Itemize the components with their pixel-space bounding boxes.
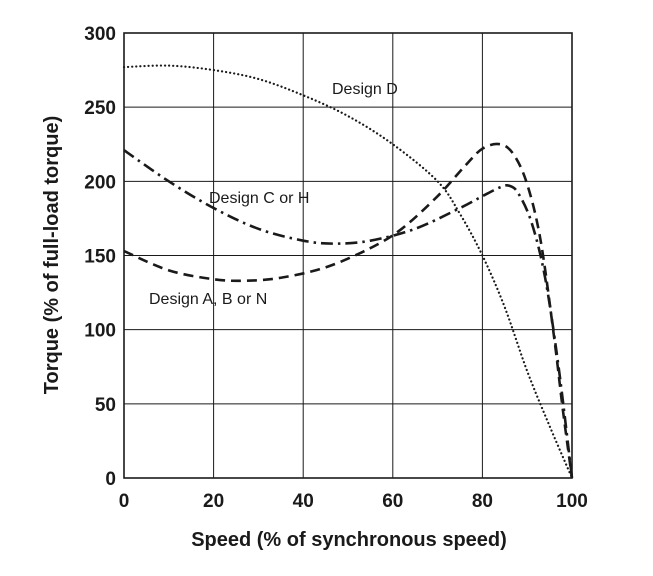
- y-tick-label: 250: [84, 98, 116, 119]
- y-tick-label: 100: [84, 321, 116, 342]
- x-tick-label: 20: [203, 491, 224, 512]
- plot-frame: [123, 32, 573, 479]
- x-tick-label: 80: [472, 491, 493, 512]
- series-label-design-d: Design D: [332, 81, 398, 98]
- series-line-design-d: [122, 64, 574, 480]
- y-tick-label: 200: [84, 172, 116, 193]
- y-tick-label: 150: [84, 247, 116, 268]
- series-line-design-a-b-or-n: [123, 142, 574, 479]
- series-label-design-a-b-or-n: Design A, B or N: [149, 291, 267, 308]
- x-tick-label: 60: [382, 491, 403, 512]
- x-tick-label: 40: [293, 491, 314, 512]
- x-tick-labels: 0 20 40 60 80 100: [119, 491, 588, 512]
- series-layer: [122, 64, 574, 480]
- y-tick-labels: 0 50 100 150 200 250 300: [84, 24, 116, 490]
- series-line-design-c-or-h: [123, 149, 574, 479]
- y-tick-label: 300: [84, 24, 116, 45]
- y-axis-title: Torque (% of full-load torque): [41, 116, 63, 394]
- x-tick-label: 0: [119, 491, 130, 512]
- y-tick-label: 0: [105, 469, 116, 490]
- y-tick-label: 50: [95, 395, 116, 416]
- x-axis-title: Speed (% of synchronous speed): [191, 529, 507, 551]
- x-tick-label: 100: [556, 491, 588, 512]
- grid: [123, 32, 573, 479]
- series-label-design-c-or-h: Design C or H: [209, 190, 309, 207]
